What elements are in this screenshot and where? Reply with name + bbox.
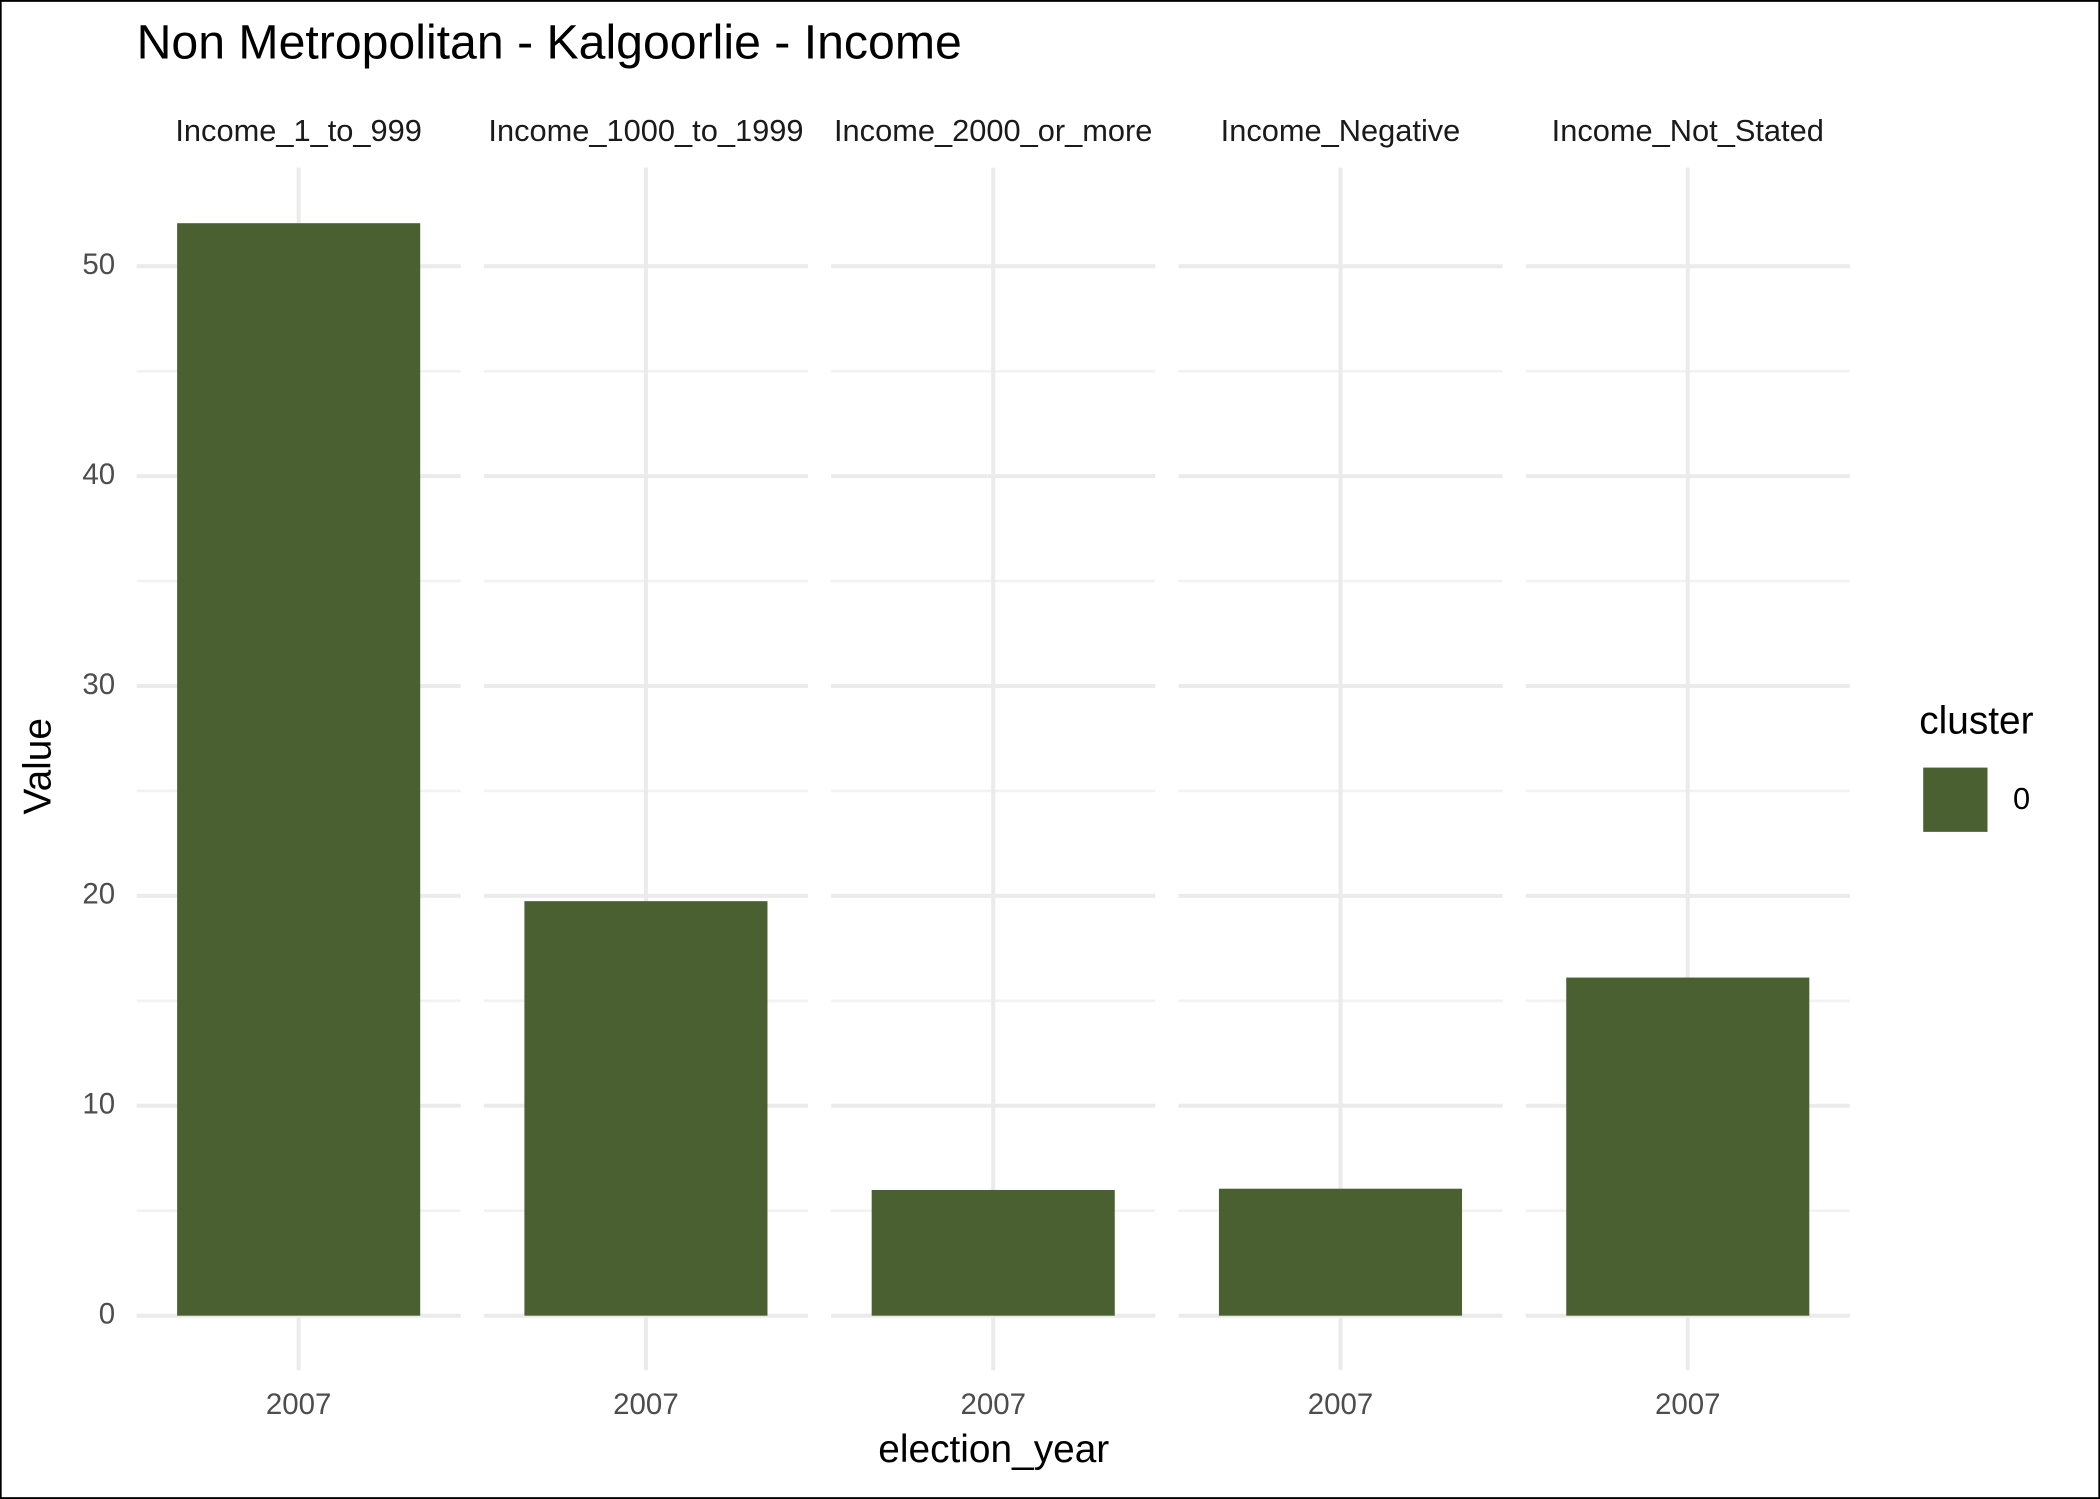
bar	[871, 1189, 1115, 1316]
bar	[1566, 977, 1810, 1316]
x-tick-label: 2007	[1308, 1388, 1374, 1421]
facet-title: Income_Negative	[1221, 113, 1461, 148]
chart-title: Non Metropolitan - Kalgoorlie - Income	[137, 15, 962, 69]
facet-title: Income_2000_or_more	[834, 113, 1152, 148]
x-tick-label: 2007	[266, 1388, 332, 1421]
bar	[524, 901, 768, 1316]
x-tick-label: 2007	[613, 1388, 679, 1421]
y-tick-label: 50	[82, 248, 115, 281]
y-tick-label: 40	[82, 458, 115, 491]
bar	[177, 223, 421, 1316]
legend-key	[1923, 767, 1988, 832]
facet-title: Income_1_to_999	[175, 113, 422, 148]
y-tick-label: 20	[82, 878, 115, 911]
bar	[1218, 1188, 1463, 1316]
legend-label: 0	[2013, 781, 2030, 816]
facet-title: Income_1000_to_1999	[488, 113, 803, 148]
legend-title: cluster	[1919, 700, 2033, 743]
x-tick-label: 2007	[1655, 1388, 1721, 1421]
facet-title: Income_Not_Stated	[1552, 113, 1824, 148]
x-axis-title: election_year	[878, 1428, 1109, 1471]
y-tick-label: 0	[99, 1297, 115, 1330]
x-tick-label: 2007	[960, 1388, 1026, 1421]
y-tick-label: 30	[82, 668, 115, 701]
y-axis-title: Value	[16, 718, 59, 814]
y-tick-label: 10	[82, 1088, 115, 1121]
